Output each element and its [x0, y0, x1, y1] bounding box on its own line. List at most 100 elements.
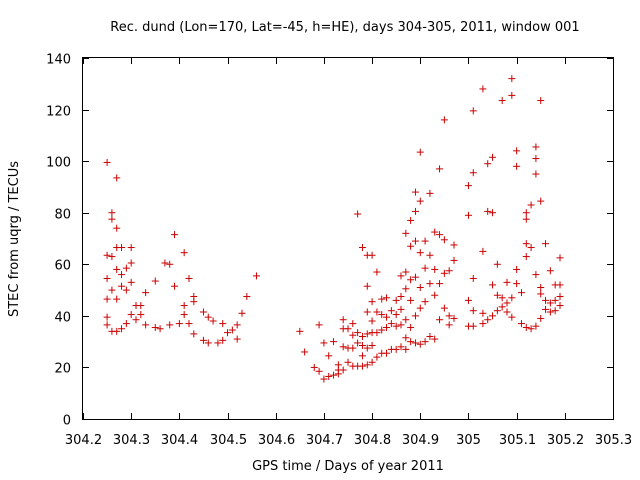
data-point [508, 294, 516, 302]
data-point [469, 307, 477, 315]
data-point [339, 343, 347, 351]
data-point [383, 294, 391, 302]
data-point [108, 215, 116, 223]
data-point [354, 210, 362, 218]
data-point [421, 298, 429, 306]
data-point [402, 334, 410, 342]
data-point [537, 283, 545, 291]
data-point [546, 308, 554, 316]
data-point [445, 312, 453, 320]
data-point [469, 107, 477, 115]
data-point [489, 153, 497, 161]
data-point [411, 237, 419, 245]
data-point [522, 253, 530, 261]
data-point [445, 321, 453, 329]
plot-frame [82, 57, 614, 420]
data-point [402, 316, 410, 324]
data-point [363, 282, 371, 290]
x-tick-label: 304.8 [354, 433, 391, 448]
data-point [185, 320, 193, 328]
data-point [368, 342, 376, 350]
data-point [378, 311, 386, 319]
data-point [103, 295, 111, 303]
data-point [407, 323, 415, 331]
data-point [204, 339, 212, 347]
data-point [349, 320, 357, 328]
data-point [527, 201, 535, 209]
data-point [301, 348, 309, 356]
data-point [493, 260, 501, 268]
data-point [493, 307, 501, 315]
data-point [180, 302, 188, 310]
data-point [407, 216, 415, 224]
data-point [407, 338, 415, 346]
data-point [421, 264, 429, 272]
data-point [411, 207, 419, 215]
data-point [325, 352, 333, 360]
data-point [127, 311, 135, 319]
y-tick-label: 20 [54, 362, 71, 377]
data-point [142, 289, 150, 297]
data-point [436, 165, 444, 173]
data-point [373, 268, 381, 276]
data-point [464, 296, 472, 304]
data-point [151, 277, 159, 285]
data-point [378, 295, 386, 303]
data-point [166, 321, 174, 329]
data-point [132, 316, 140, 324]
data-point [358, 244, 366, 252]
data-point [527, 325, 535, 333]
data-point [445, 267, 453, 275]
data-point [339, 366, 347, 374]
data-point [113, 224, 121, 232]
data-point [416, 283, 424, 291]
data-point [161, 259, 169, 267]
data-point [108, 286, 116, 294]
data-point [469, 322, 477, 330]
data-point [339, 316, 347, 324]
data-point [330, 371, 338, 379]
data-point [537, 290, 545, 298]
data-point [233, 335, 241, 343]
data-point [199, 336, 207, 344]
data-point [387, 307, 395, 315]
data-point [397, 343, 405, 351]
y-tick-label: 0 [63, 414, 71, 429]
data-point [175, 320, 183, 328]
data-point [498, 303, 506, 311]
data-point [402, 285, 410, 293]
data-point [368, 358, 376, 366]
data-point [354, 329, 362, 337]
data-point [127, 244, 135, 252]
data-point [113, 295, 121, 303]
data-point [436, 280, 444, 288]
data-point [373, 353, 381, 361]
data-point [320, 339, 328, 347]
x-tick-label: 304.4 [161, 433, 198, 448]
x-tick-label: 304.9 [402, 433, 439, 448]
data-point [238, 309, 246, 317]
data-point [532, 271, 540, 279]
data-point [349, 344, 357, 352]
data-point [513, 265, 521, 273]
data-point [426, 280, 434, 288]
data-point [296, 327, 304, 335]
data-point [103, 251, 111, 259]
data-point [517, 320, 525, 328]
data-point [493, 291, 501, 299]
data-point [103, 313, 111, 321]
data-point [233, 321, 241, 329]
data-point [440, 269, 448, 277]
data-point [479, 309, 487, 317]
data-point [402, 345, 410, 353]
data-point [228, 326, 236, 334]
data-point [383, 313, 391, 321]
x-axis-label: GPS time / Days of year 2011 [252, 459, 444, 474]
data-point [315, 367, 323, 375]
y-axis-label: STEC from uqrg / TECUs [7, 161, 22, 317]
data-point [503, 278, 511, 286]
data-point [450, 256, 458, 264]
x-tick-label: 305.3 [595, 433, 632, 448]
data-point [358, 342, 366, 350]
